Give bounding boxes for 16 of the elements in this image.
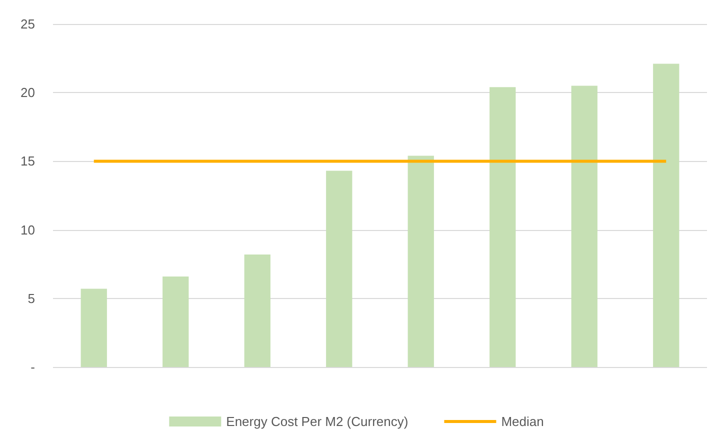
y-tick-label: 15 — [20, 154, 35, 169]
bar — [244, 254, 270, 367]
bar — [162, 276, 189, 367]
bar — [490, 87, 516, 367]
legend-label: Energy Cost Per M2 (Currency) — [226, 414, 408, 429]
y-tick-label: 10 — [20, 222, 35, 238]
bar — [408, 156, 434, 367]
bar — [326, 170, 352, 367]
bar — [571, 86, 598, 367]
bar — [653, 64, 680, 367]
legend-label: Median — [501, 414, 544, 429]
y-tick-label: 5 — [28, 290, 35, 306]
bar — [80, 288, 107, 367]
y-tick-label: 20 — [20, 85, 35, 100]
y-tick-label: - — [30, 360, 35, 374]
y-tick-label: 25 — [20, 16, 35, 32]
